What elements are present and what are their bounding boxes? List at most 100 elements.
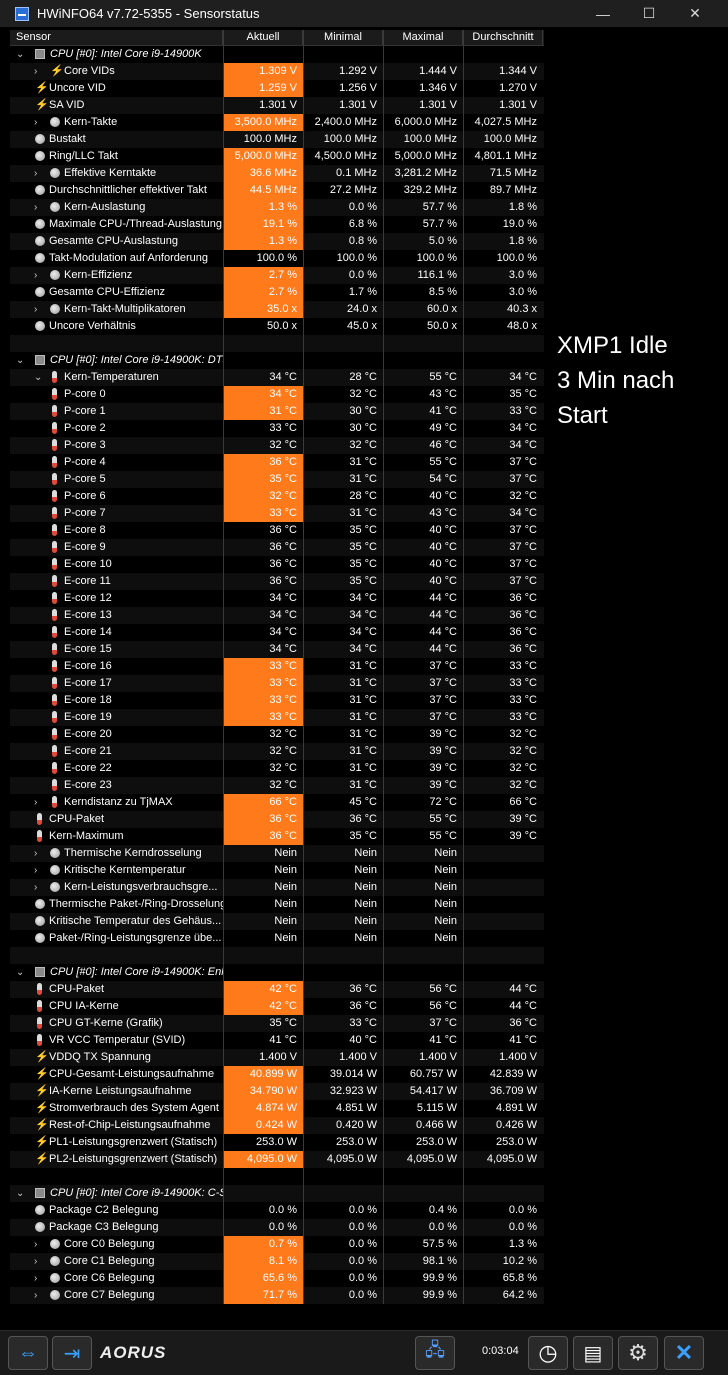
sensor-row[interactable]: P-core 4 36 °C 31 °C 55 °C 37 °C	[10, 454, 544, 471]
sensor-row[interactable]: E-core 18 33 °C 31 °C 37 °C 33 °C	[10, 692, 544, 709]
clock-icon[interactable]: ◷	[528, 1336, 568, 1370]
chevron-right-icon[interactable]: ›	[34, 202, 38, 213]
sensor-row[interactable]: Uncore Verhältnis 50.0 x 45.0 x 50.0 x 48.0 …	[10, 318, 544, 335]
sensor-row[interactable]: › Core C6 Belegung 65.6 % 0.0 % 99.9 % 65.8 %	[10, 1270, 544, 1287]
sensor-row[interactable]: E-core 16 33 °C 31 °C 37 °C 33 °C	[10, 658, 544, 675]
sensor-row[interactable]: P-core 1 31 °C 30 °C 41 °C 33 °C	[10, 403, 544, 420]
sensor-row[interactable]: › Thermische Kerndrosselung Nein Nein Nein	[10, 845, 544, 862]
sensor-row[interactable]: › Kern-Leistungsverbrauchsgre... Nein Nein N…	[10, 879, 544, 896]
minimize-button[interactable]: —	[596, 5, 610, 22]
sensor-group-row[interactable]: ⌄ CPU [#0]: Intel Core i9-14900K	[10, 46, 544, 63]
sensor-row[interactable]: E-core 19 33 °C 31 °C 37 °C 33 °C	[10, 709, 544, 726]
sensor-row[interactable]: Gesamte CPU-Auslastung 1.3 % 0.8 % 5.0 % 1.8…	[10, 233, 544, 250]
sensor-row[interactable]: › Effektive Kerntakte 36.6 MHz 0.1 MHz 3,281…	[10, 165, 544, 182]
chevron-right-icon[interactable]: ›	[34, 882, 38, 893]
chevron-down-icon[interactable]: ⌄	[16, 49, 25, 60]
sensor-row[interactable]: E-core 20 32 °C 31 °C 39 °C 32 °C	[10, 726, 544, 743]
chevron-right-icon[interactable]: ›	[34, 1273, 38, 1284]
sensor-row[interactable]: ⌄ Kern-Temperaturen 34 °C 28 °C 55 °C 34 °C	[10, 369, 544, 386]
sensor-row[interactable]: › Core C0 Belegung 0.7 % 0.0 % 57.5 % 1.3 %	[10, 1236, 544, 1253]
sensor-row[interactable]: Takt-Modulation auf Anforderung 100.0 % 10…	[10, 250, 544, 267]
sensor-row[interactable]: E-core 14 34 °C 34 °C 44 °C 36 °C	[10, 624, 544, 641]
column-header-current[interactable]: Aktuell	[223, 30, 303, 45]
chevron-right-icon[interactable]: ›	[34, 66, 38, 77]
chevron-right-icon[interactable]: ›	[34, 304, 38, 315]
sensor-row[interactable]: › Core C7 Belegung 71.7 % 0.0 % 99.9 % 64.2 %	[10, 1287, 544, 1304]
sensor-row[interactable]: P-core 2 33 °C 30 °C 49 °C 34 °C	[10, 420, 544, 437]
sensor-row[interactable]: P-core 7 33 °C 31 °C 43 °C 34 °C	[10, 505, 544, 522]
sensor-row[interactable]: ⚡ Uncore VID 1.259 V 1.256 V 1.346 V 1.270 V	[10, 80, 544, 97]
chevron-right-icon[interactable]: ›	[34, 1239, 38, 1250]
close-x-icon[interactable]: ✕	[664, 1336, 704, 1370]
sensor-row[interactable]: › ⚡ Core VIDs 1.309 V 1.292 V 1.444 V 1.344 V	[10, 63, 544, 80]
sensor-row[interactable]: Package C3 Belegung 0.0 % 0.0 % 0.0 % 0.0 %	[10, 1219, 544, 1236]
maximize-button[interactable]: ☐	[642, 5, 656, 21]
sensor-row[interactable]: ⚡ IA-Kerne Leistungsaufnahme 34.790 W 32.92…	[10, 1083, 544, 1100]
sensor-row[interactable]: › Kern-Auslastung 1.3 % 0.0 % 57.7 % 1.8 %	[10, 199, 544, 216]
sensor-row[interactable]: E-core 21 32 °C 31 °C 39 °C 32 °C	[10, 743, 544, 760]
sensor-row[interactable]: › Kritische Kerntemperatur Nein Nein Nein	[10, 862, 544, 879]
sensor-row[interactable]: ⚡ SA VID 1.301 V 1.301 V 1.301 V 1.301 V	[10, 97, 544, 114]
sensor-row[interactable]: Bustakt 100.0 MHz 100.0 MHz 100.0 MHz 100.0 …	[10, 131, 544, 148]
chevron-right-icon[interactable]: ›	[34, 168, 38, 179]
sensor-row[interactable]: › Kern-Effizienz 2.7 % 0.0 % 116.1 % 3.0 %	[10, 267, 544, 284]
sensor-row[interactable]: ⚡ Rest-of-Chip-Leistungsaufnahme 0.424 W 0.…	[10, 1117, 544, 1134]
chevron-down-icon[interactable]: ⌄	[34, 372, 43, 383]
collapse-arrows-icon[interactable]: ⇥	[52, 1336, 92, 1370]
sensor-row[interactable]: Thermische Paket-/Ring-Drosselung Nein Nei…	[10, 896, 544, 913]
network-icon[interactable]: 🖧	[415, 1336, 455, 1370]
sensor-row[interactable]: E-core 12 34 °C 34 °C 44 °C 36 °C	[10, 590, 544, 607]
sensor-row[interactable]: E-core 17 33 °C 31 °C 37 °C 33 °C	[10, 675, 544, 692]
sensor-row[interactable]: ⚡ PL2-Leistungsgrenzwert (Statisch) 4,095.…	[10, 1151, 544, 1168]
sensor-row[interactable]: Durchschnittlicher effektiver Takt 44.5 M…	[10, 182, 544, 199]
sensor-row[interactable]: E-core 13 34 °C 34 °C 44 °C 36 °C	[10, 607, 544, 624]
sensor-row[interactable]: E-core 8 36 °C 35 °C 40 °C 37 °C	[10, 522, 544, 539]
sensor-row[interactable]: P-core 5 35 °C 31 °C 54 °C 37 °C	[10, 471, 544, 488]
sensor-row[interactable]: › Kerndistanz zu TjMAX 66 °C 45 °C 72 °C 66 °…	[10, 794, 544, 811]
chevron-right-icon[interactable]: ›	[34, 117, 38, 128]
close-button[interactable]: ✕	[689, 5, 701, 21]
chevron-right-icon[interactable]: ›	[34, 1290, 38, 1301]
sensor-row[interactable]: › Kern-Takte 3,500.0 MHz 2,400.0 MHz 6,000.0…	[10, 114, 544, 131]
chevron-right-icon[interactable]: ›	[34, 865, 38, 876]
sensor-row[interactable]: CPU GT-Kerne (Grafik) 35 °C 33 °C 37 °C 36 °…	[10, 1015, 544, 1032]
chevron-right-icon[interactable]: ›	[34, 1256, 38, 1267]
column-header-maximum[interactable]: Maximal	[383, 30, 463, 45]
sensor-row[interactable]: CPU-Paket 42 °C 36 °C 56 °C 44 °C	[10, 981, 544, 998]
sensor-row[interactable]: P-core 6 32 °C 28 °C 40 °C 32 °C	[10, 488, 544, 505]
sensor-row[interactable]: E-core 22 32 °C 31 °C 39 °C 32 °C	[10, 760, 544, 777]
sensor-row[interactable]: Gesamte CPU-Effizienz 2.7 % 1.7 % 8.5 % 3.0 …	[10, 284, 544, 301]
sensor-row[interactable]: E-core 15 34 °C 34 °C 44 °C 36 °C	[10, 641, 544, 658]
sensor-group-row[interactable]: ⌄ CPU [#0]: Intel Core i9-14900K: C-State…	[10, 1185, 544, 1202]
sensor-row[interactable]: P-core 3 32 °C 32 °C 46 °C 34 °C	[10, 437, 544, 454]
sensor-row[interactable]: ⚡ PL1-Leistungsgrenzwert (Statisch) 253.0 …	[10, 1134, 544, 1151]
sensor-row[interactable]: CPU IA-Kerne 42 °C 36 °C 56 °C 44 °C	[10, 998, 544, 1015]
sensor-row[interactable]: Ring/LLC Takt 5,000.0 MHz 4,500.0 MHz 5,000…	[10, 148, 544, 165]
gear-icon[interactable]: ⚙	[618, 1336, 658, 1370]
sensor-row[interactable]: CPU-Paket 36 °C 36 °C 55 °C 39 °C	[10, 811, 544, 828]
column-header-sensor[interactable]: Sensor	[10, 30, 223, 45]
chevron-right-icon[interactable]: ›	[34, 797, 38, 808]
report-add-icon[interactable]: ▤	[573, 1336, 613, 1370]
chevron-down-icon[interactable]: ⌄	[16, 1188, 25, 1199]
column-header-average[interactable]: Durchschnitt	[463, 30, 543, 45]
sensor-row[interactable]: › Kern-Takt-Multiplikatoren 35.0 x 24.0 x 60…	[10, 301, 544, 318]
chevron-right-icon[interactable]: ›	[34, 848, 38, 859]
chevron-right-icon[interactable]: ›	[34, 270, 38, 281]
sensor-group-row[interactable]: ⌄ CPU [#0]: Intel Core i9-14900K: DTS	[10, 352, 544, 369]
sensor-row[interactable]: VR VCC Temperatur (SVID) 41 °C 40 °C 41 °C 4…	[10, 1032, 544, 1049]
sensor-row[interactable]: Maximale CPU-/Thread-Auslastung 19.1 % 6.8…	[10, 216, 544, 233]
sensor-row[interactable]: E-core 10 36 °C 35 °C 40 °C 37 °C	[10, 556, 544, 573]
sensor-row[interactable]: E-core 11 36 °C 35 °C 40 °C 37 °C	[10, 573, 544, 590]
chevron-down-icon[interactable]: ⌄	[16, 355, 25, 366]
sensor-group-row[interactable]: ⌄ CPU [#0]: Intel Core i9-14900K: Enhance…	[10, 964, 544, 981]
sensor-row[interactable]: Kritische Temperatur des Gehäus... Nein Ne…	[10, 913, 544, 930]
sensor-row[interactable]: Package C2 Belegung 0.0 % 0.0 % 0.4 % 0.0 %	[10, 1202, 544, 1219]
sensor-row[interactable]: E-core 23 32 °C 31 °C 39 °C 32 °C	[10, 777, 544, 794]
column-header-minimum[interactable]: Minimal	[303, 30, 383, 45]
sensor-row[interactable]: Kern-Maximum 36 °C 35 °C 55 °C 39 °C	[10, 828, 544, 845]
sensor-row[interactable]: Paket-/Ring-Leistungsgrenze übe... Nein Ne…	[10, 930, 544, 947]
sensor-row[interactable]: P-core 0 34 °C 32 °C 43 °C 35 °C	[10, 386, 544, 403]
sensor-row[interactable]: ⚡ CPU-Gesamt-Leistungsaufnahme 40.899 W 39.…	[10, 1066, 544, 1083]
